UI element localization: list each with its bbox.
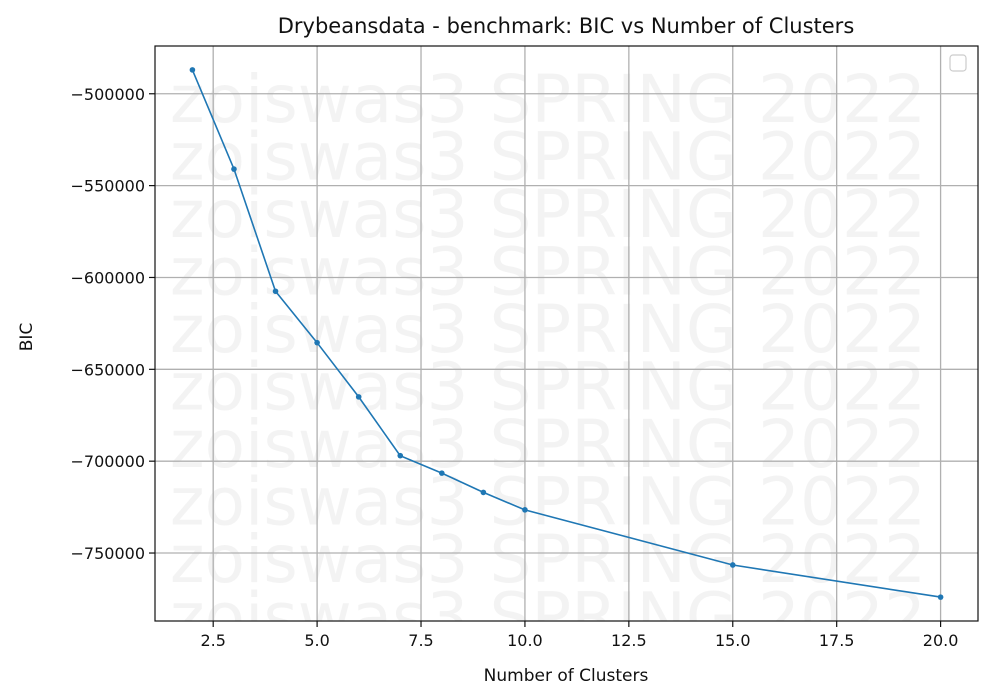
x-tick-label: 10.0 [507,631,543,650]
grid [155,46,978,621]
watermark-text: zoiswas3 SPRING 2022 [170,579,926,656]
x-tick-label: 15.0 [715,631,751,650]
y-tick-label: −550000 [71,177,145,196]
data-point [272,288,279,295]
data-point [397,452,404,459]
y-tick-label: −750000 [71,544,145,563]
data-point [231,166,237,172]
watermark-text: zoiswas3 SPRING 2022 [170,176,926,253]
x-tick-label: 2.5 [200,631,225,650]
data-point [439,470,445,476]
watermark-text: zoiswas3 SPRING 2022 [170,406,926,483]
legend-box [949,54,967,72]
y-tick-label: −500000 [71,85,145,104]
plot-frame [154,45,979,622]
watermark-text: zoiswas3 SPRING 2022 [170,349,926,426]
y-tick-label: −600000 [71,268,145,287]
x-tick-label: 7.5 [408,631,433,650]
x-axis-label: Number of Clusters [484,666,649,686]
chart-title: Drybeansdata - benchmark: BIC vs Number … [278,14,855,38]
watermark-text: zoiswas3 SPRING 2022 [170,119,926,196]
watermark-text: zoiswas3 SPRING 2022 [170,521,926,598]
data-point [355,394,362,400]
y-axis-label: BIC [17,323,37,352]
watermark-text: zoiswas3 SPRING 2022 [170,61,926,138]
x-tick-label: 5.0 [304,631,329,650]
watermark-text: zoiswas3 SPRING 2022 [170,464,926,541]
ticks: 2.5 5.0 7.5 10.0 12.5 15.0 17.5 20.0 −500000 −550… [71,85,959,650]
data-point [480,489,487,496]
x-tick-label: 17.5 [819,631,855,650]
x-tick-label: 20.0 [923,631,959,650]
series-layer [189,67,944,600]
y-tick-label: −650000 [71,360,145,379]
data-point [189,67,196,73]
data-point [937,594,944,600]
data-point [522,507,528,513]
data-point [729,562,736,568]
watermark-text: zoiswas3 SPRING 2022 [170,234,926,311]
data-point [314,339,320,346]
y-tick-label: −700000 [71,452,145,471]
x-tick-label: 12.5 [611,631,647,650]
watermark-text: zoiswas3 SPRING 2022 [170,291,926,368]
